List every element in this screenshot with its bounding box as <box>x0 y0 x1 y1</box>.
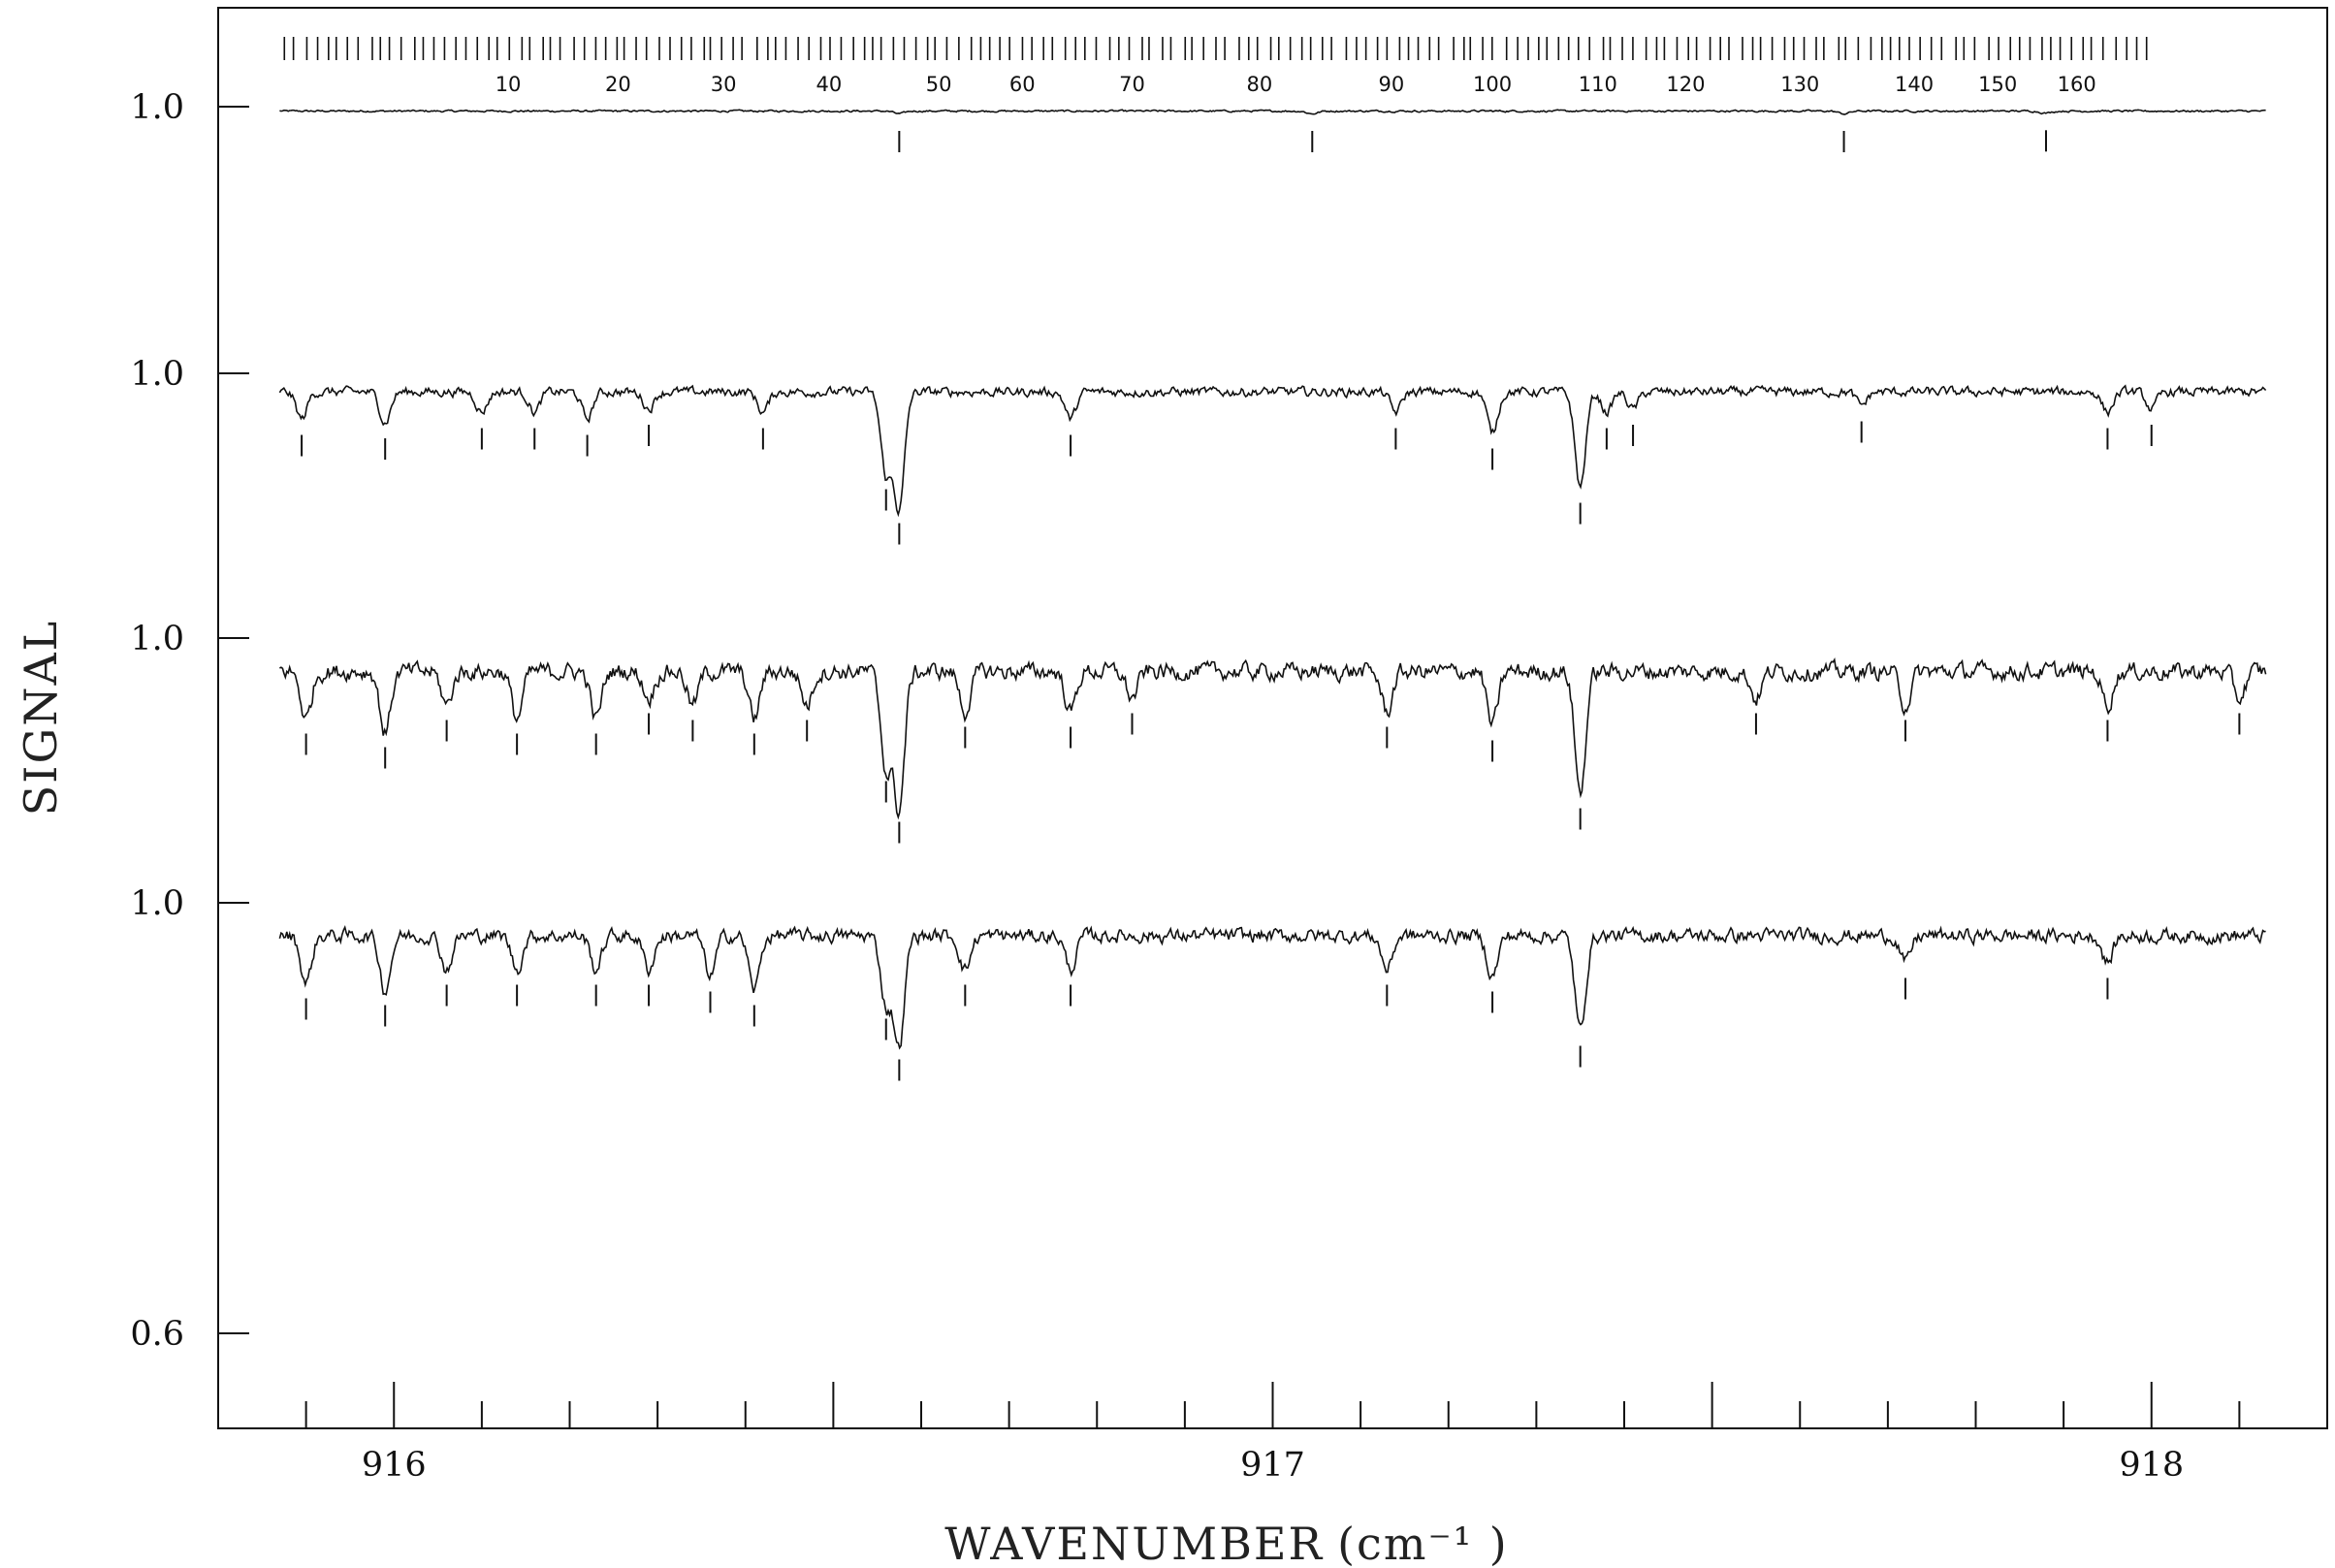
assignment-number: 40 <box>816 73 842 96</box>
x-axis-unit: (cm⁻¹ ) <box>1337 1518 1509 1568</box>
assignment-number: 160 <box>2058 73 2096 96</box>
assignment-number: 110 <box>1579 73 1617 96</box>
plot-frame <box>217 7 2328 1429</box>
assignment-number: 140 <box>1895 73 1934 96</box>
y-tick-label: 1.0 <box>130 355 184 394</box>
assignment-number: 100 <box>1473 73 1512 96</box>
assignment-number: 120 <box>1666 73 1705 96</box>
assignment-number: 20 <box>605 73 631 96</box>
assignment-number: 60 <box>1009 73 1036 96</box>
series-line <box>278 924 2266 1050</box>
assignment-number: 50 <box>926 73 952 96</box>
y-axis: 1.0 1.0 1.0 1.0 0.6 <box>130 88 249 1354</box>
series-group <box>278 109 2267 1081</box>
assignment-number: 90 <box>1378 73 1404 96</box>
y-tick-label: 1.0 <box>130 88 184 127</box>
assignment-number: 150 <box>1978 73 2017 96</box>
assignment-number: 130 <box>1780 73 1819 96</box>
x-axis: 916 917 918 <box>217 1382 2328 1485</box>
assignment-number: 30 <box>711 73 737 96</box>
series-line <box>279 109 2266 115</box>
assignment-markers: 10 20 30 40 50 60 70 80 90 100 110 120 130 140 150 160 <box>283 37 2148 96</box>
series-line <box>278 384 2267 518</box>
y-tick-label: 1.0 <box>130 884 184 923</box>
y-tick-label: 0.6 <box>130 1315 184 1354</box>
x-axis-title-text: WAVENUMBER <box>944 1518 1324 1568</box>
assignment-number: 80 <box>1247 73 1273 96</box>
x-tick-label: 917 <box>1240 1446 1305 1485</box>
assignment-number: 70 <box>1119 73 1145 96</box>
y-axis-title: SIGNAL <box>15 620 67 816</box>
assignment-number: 10 <box>496 73 522 96</box>
y-tick-label: 1.0 <box>130 620 184 658</box>
series-line <box>278 657 2267 820</box>
x-tick-label: 918 <box>2119 1446 2184 1485</box>
x-tick-label: 916 <box>362 1446 427 1485</box>
x-axis-title: WAVENUMBER (cm⁻¹ ) <box>944 1518 1508 1568</box>
